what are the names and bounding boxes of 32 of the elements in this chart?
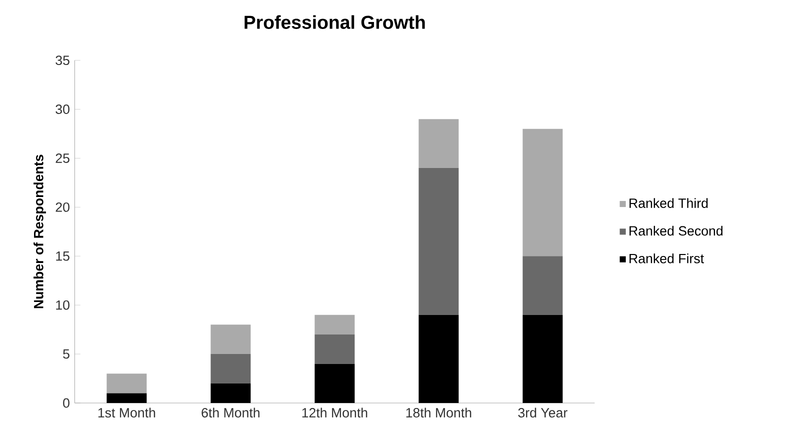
y-tick-label: 15 [56,251,70,261]
bar [314,334,355,364]
x-tick-label: 6th Month [202,408,260,418]
y-axis-title: Number of Respondents [34,154,46,308]
bar [210,383,251,403]
x-tick-label: 12th Month [302,408,368,418]
y-tick-label: 10 [56,300,70,310]
chart-title: Professional Growth [244,15,425,29]
bar [418,119,459,168]
x-tick-label: 3rd Year [518,408,568,418]
y-tick-label: 20 [56,202,70,212]
y-tick-label: 5 [63,349,70,359]
y-tick-label: 25 [56,154,70,163]
bar [522,314,563,403]
bar [210,324,251,354]
legend-label: Ranked Second [630,226,722,236]
y-tick-label: 35 [56,56,70,66]
x-tick-label: 18th Month [406,408,472,418]
legend-label: Ranked Third [630,198,708,208]
bar [418,168,459,315]
y-tick-label: 30 [56,104,70,114]
bar [314,364,355,403]
bar [522,128,563,256]
x-tick-label: 1st Month [98,408,156,418]
bar [418,314,459,403]
bar [314,314,355,334]
bar [106,374,147,394]
y-tick-label: 0 [63,398,70,408]
legend-label: Ranked First [630,253,704,264]
bar [522,256,563,315]
bar [210,354,251,384]
bar [106,393,147,403]
